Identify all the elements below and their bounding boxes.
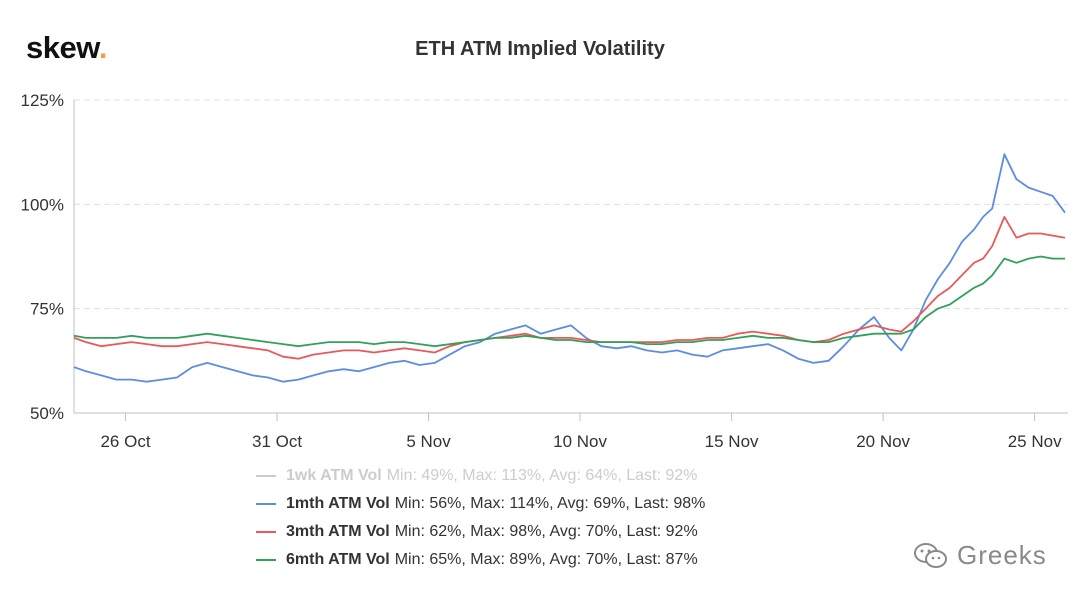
plot-area [73,153,1066,383]
x-tick-label: 5 Nov [406,432,451,451]
series-line-3mth-atm-vol [73,215,1066,360]
x-tick-label: 26 Oct [100,432,150,451]
legend-series-name: 6mth ATM Vol [286,551,390,568]
legend-series-stats: Min: 56%, Max: 114%, Avg: 69%, Last: 98% [394,495,706,512]
legend-series-stats: Min: 62%, Max: 98%, Avg: 70%, Last: 92% [394,523,698,540]
y-tick-label: 50% [30,404,64,423]
wechat-icon [914,542,947,568]
legend-swatch [256,503,276,505]
legend: 1wk ATM Vol Min: 49%, Max: 113%, Avg: 64%… [256,462,705,574]
x-tick-label: 15 Nov [705,432,759,451]
x-tick-label: 25 Nov [1008,432,1062,451]
legend-series-stats: Min: 65%, Max: 89%, Avg: 70%, Last: 87% [394,551,698,568]
logo-dot: . [98,30,108,65]
y-tick-label: 125% [21,91,64,110]
legend-swatch [256,531,276,533]
legend-item-1mth-atm-vol[interactable]: 1mth ATM Vol Min: 56%, Max: 114%, Avg: 69… [256,490,705,518]
legend-swatch [256,559,276,561]
series-line-1mth-atm-vol [73,153,1066,383]
y-axis: 50% 75% 100% 125% [21,91,75,423]
grid-lines [74,99,1068,310]
legend-item-1wk-atm-vol[interactable]: 1wk ATM Vol Min: 49%, Max: 113%, Avg: 64%… [256,462,705,490]
y-tick-label: 75% [30,300,64,319]
y-tick-label: 100% [21,195,64,214]
x-tick-label: 31 Oct [252,432,302,451]
legend-series-name: 3mth ATM Vol [286,523,390,540]
logo-text: skew [26,30,99,65]
skew-logo: skew. [26,30,107,66]
legend-series-stats: Min: 49%, Max: 113%, Avg: 64%, Last: 92% [386,467,698,484]
x-tick-label: 10 Nov [553,432,607,451]
series-line-6mth-atm-vol [73,255,1065,348]
legend-series-name: 1mth ATM Vol [286,495,390,512]
x-tick-label: 20 Nov [856,432,910,451]
legend-item-3mth-atm-vol[interactable]: 3mth ATM Vol Min: 62%, Max: 98%, Avg: 70%… [256,518,705,546]
watermark: Greeks [913,540,1047,571]
x-axis: 26 Oct 31 Oct 5 Nov 10 Nov 15 Nov 20 Nov 25 No… [74,412,1068,451]
legend-item-6mth-atm-vol[interactable]: 6mth ATM Vol Min: 65%, Max: 89%, Avg: 70%… [256,546,705,574]
legend-series-name: 1wk ATM Vol [286,467,382,484]
chart-title: ETH ATM Implied Volatility [415,38,665,60]
watermark-text: Greeks [957,540,1047,570]
legend-swatch [256,475,276,477]
